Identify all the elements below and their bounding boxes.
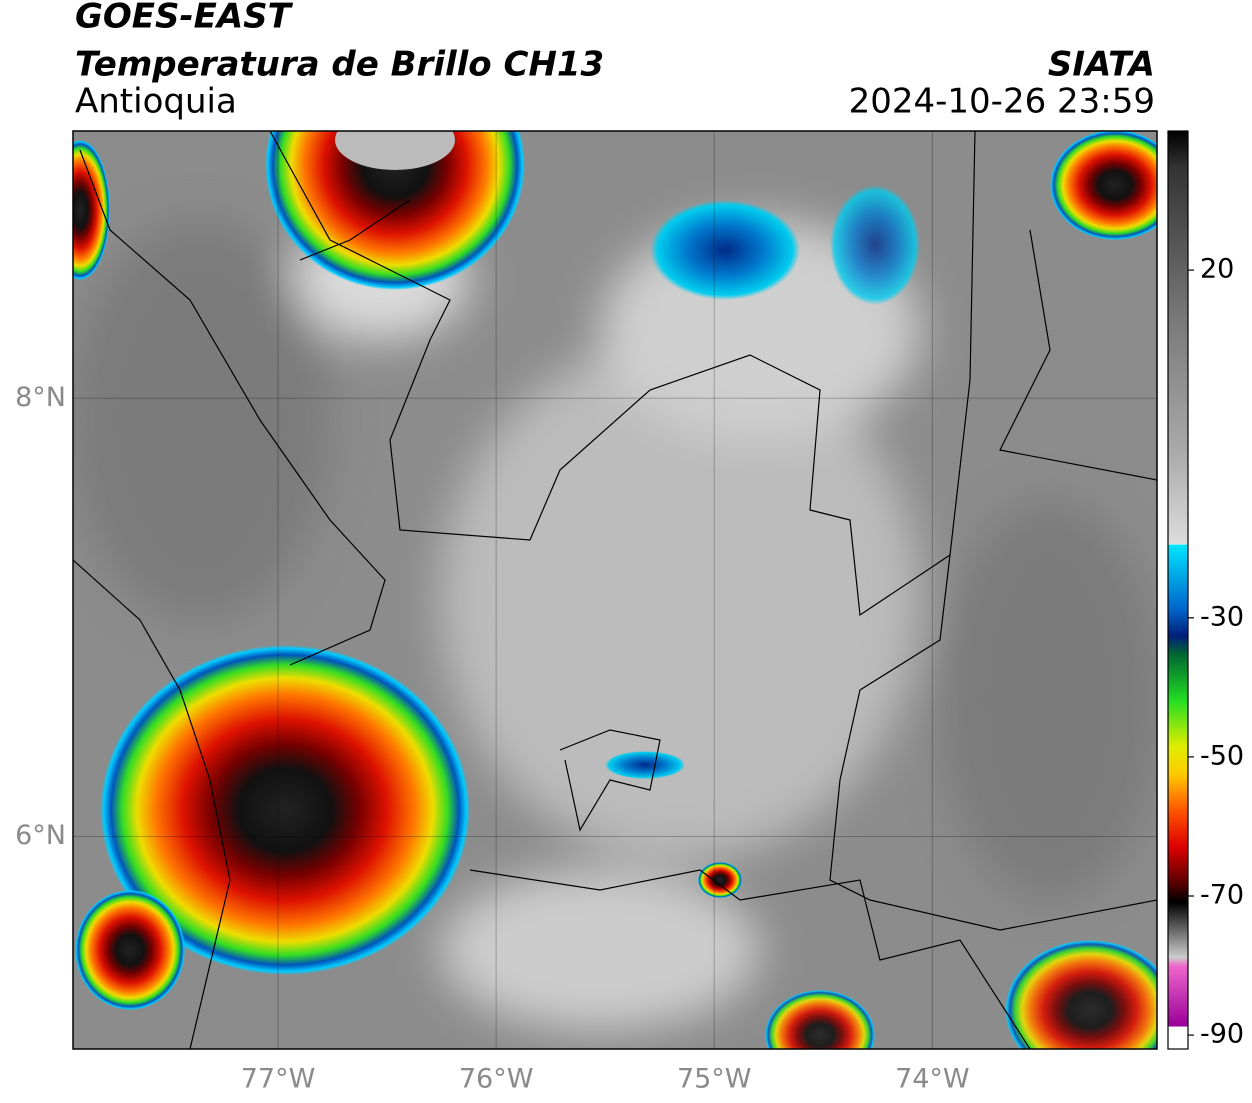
y-tick-label: 6°N (15, 820, 66, 851)
x-tick-label: 74°W (895, 1064, 970, 1095)
source: SIATA (1048, 45, 1155, 85)
x-tick-label: 77°W (241, 1064, 316, 1095)
x-tick-label: 76°W (459, 1064, 534, 1095)
colorbar-tick-label: 20 (1200, 254, 1234, 285)
region: Antioquia (75, 82, 237, 122)
colorbar-tick-label: -70 (1200, 880, 1244, 911)
colorbar-tick-label: -30 (1200, 601, 1244, 632)
colorbar (1167, 130, 1189, 1050)
colorbar-tick-label: -50 (1200, 740, 1244, 771)
gridlines (73, 131, 1157, 1049)
title: GOES-EAST (75, 0, 294, 37)
colorbar-tick-label: -90 (1200, 1019, 1244, 1050)
map-frame (72, 130, 1158, 1050)
x-tick-label: 75°W (677, 1064, 752, 1095)
map-image (73, 131, 1157, 1049)
datetime: 2024-10-26 23:59 (849, 82, 1155, 122)
y-tick-label: 8°N (15, 382, 66, 413)
subtitle: Temperatura de Brillo CH13 (75, 45, 604, 85)
